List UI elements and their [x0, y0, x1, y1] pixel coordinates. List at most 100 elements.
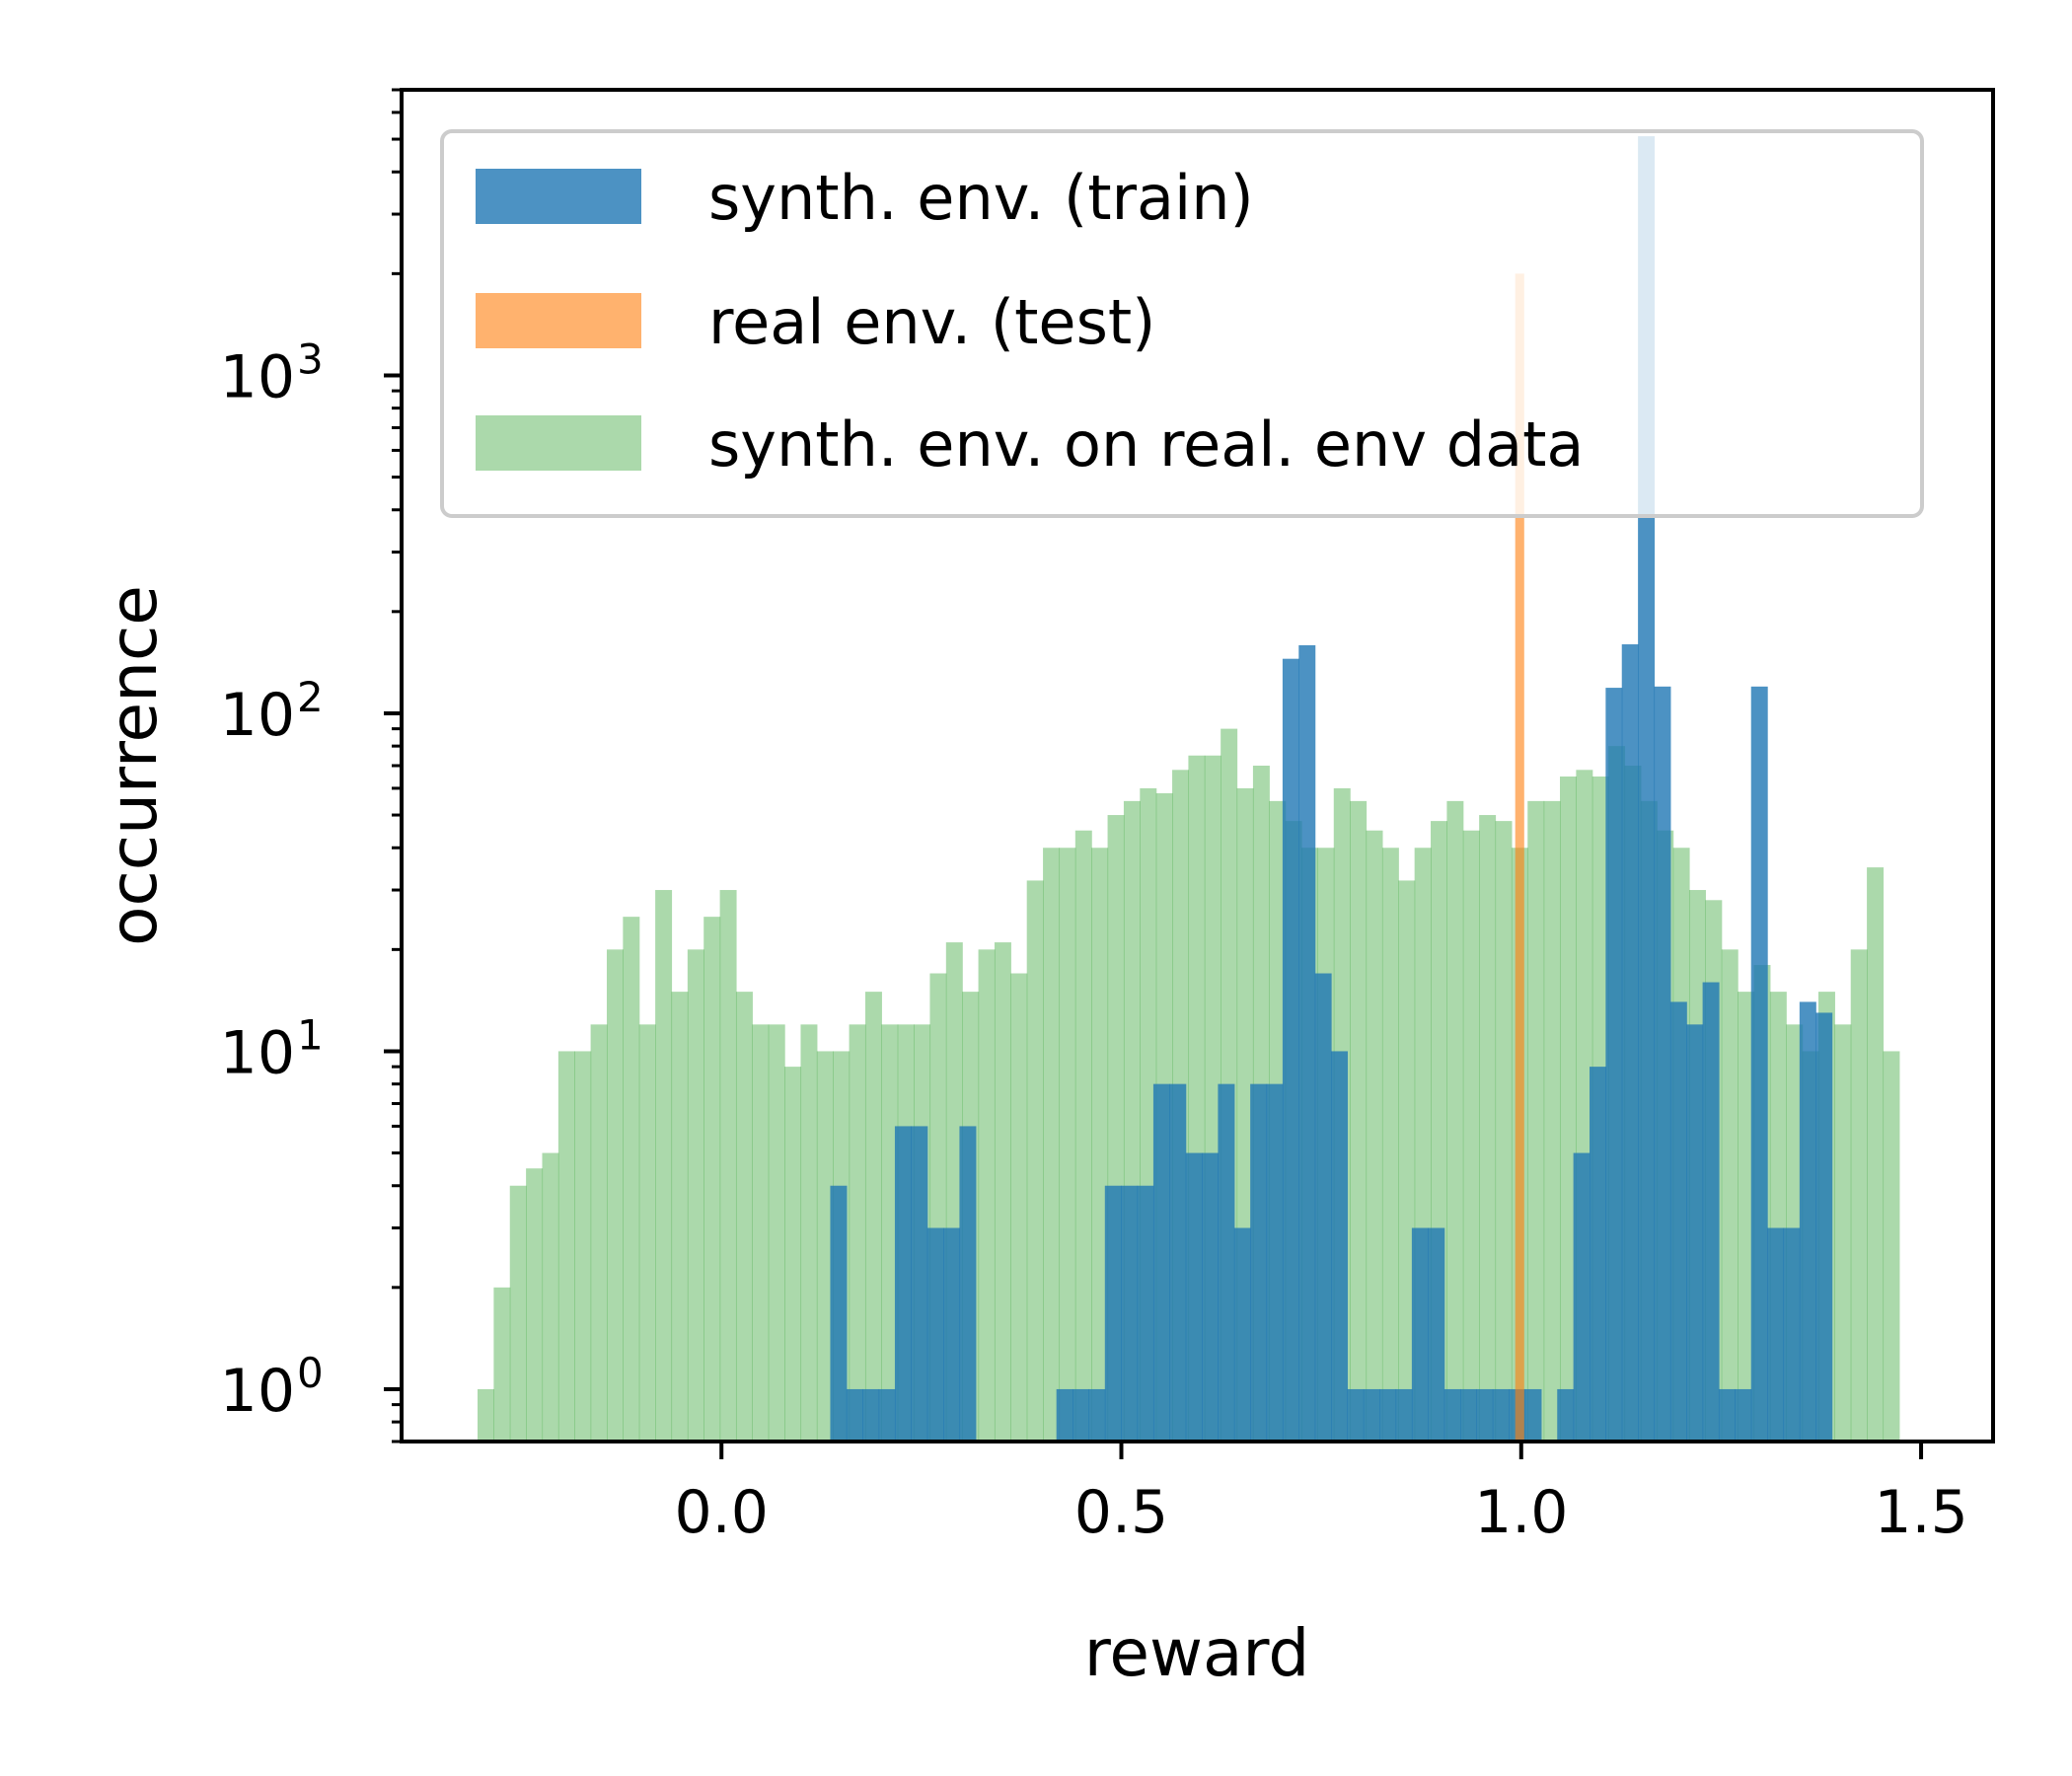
bar-s1-56	[1735, 1388, 1752, 1442]
bar-s1-5	[911, 1126, 928, 1442]
bar-s1-35	[1395, 1388, 1413, 1442]
bar-s1-32	[1347, 1388, 1365, 1442]
bar-s0-35	[1043, 848, 1061, 1442]
bar-s0-55	[1366, 830, 1383, 1442]
bar-s1-34	[1379, 1388, 1397, 1442]
bar-s1-51	[1654, 686, 1671, 1442]
bar-s0-34	[1026, 880, 1044, 1442]
bar-s0-57	[1398, 880, 1416, 1442]
bar-s0-13	[687, 949, 704, 1442]
bar-s0-3	[526, 1168, 544, 1442]
bar-s1-22	[1185, 1152, 1203, 1442]
bar-s1-48	[1605, 688, 1623, 1442]
bar-s0-10	[638, 1024, 656, 1442]
x-tick-label-2: 1.0	[1474, 1478, 1568, 1547]
bar-s0-23	[849, 1024, 866, 1442]
legend-label-test: real env. (test)	[708, 286, 1155, 358]
legend-swatch-train	[476, 169, 641, 224]
bar-s0-0	[478, 1388, 494, 1442]
bar-s1-17	[1104, 1185, 1122, 1442]
bar-s1-0	[830, 1185, 848, 1442]
legend-label-synth-on-real: synth. env. on real. env data	[708, 408, 1584, 481]
bar-s1-20	[1152, 1083, 1170, 1442]
bar-s1-23	[1202, 1152, 1220, 1442]
bar-s0-7	[590, 1024, 608, 1442]
bar-s1-60	[1799, 1001, 1816, 1442]
bar-s1-37	[1428, 1227, 1445, 1442]
bar-s1-39	[1460, 1388, 1477, 1442]
y-tick-label-0: 10	[220, 1357, 295, 1426]
bar-s1-36	[1411, 1227, 1429, 1442]
y-tick-label-1: 10	[220, 1018, 295, 1087]
bar-s0-31	[978, 949, 996, 1442]
bar-s0-62	[1479, 815, 1497, 1442]
bar-s0-1	[493, 1287, 511, 1442]
bar-s0-24	[864, 992, 882, 1442]
y-tick-exp-0: 0	[297, 1349, 324, 1397]
bar-s1-41	[1492, 1388, 1510, 1442]
bar-s0-78	[1738, 992, 1755, 1442]
legend-label-train: synth. env. (train)	[708, 162, 1254, 234]
bar-s1-43	[1524, 1388, 1542, 1442]
bar-s0-32	[994, 942, 1011, 1442]
bar-s1-30	[1314, 973, 1332, 1442]
bar-s1-53	[1686, 1024, 1704, 1442]
bar-s0-66	[1543, 800, 1561, 1442]
y-tick-exp-3: 3	[297, 334, 324, 383]
x-tick-label-0: 0.0	[675, 1478, 769, 1547]
bar-s0-2	[509, 1185, 527, 1442]
bar-s0-77	[1721, 949, 1739, 1442]
bar-s0-8	[606, 949, 624, 1442]
bar-s0-17	[752, 1024, 770, 1442]
bar-s1-14	[1056, 1388, 1073, 1442]
bar-s1-4	[894, 1126, 912, 1442]
bar-s0-4	[542, 1152, 559, 1442]
bar-s1-7	[943, 1227, 961, 1442]
bar-s1-3	[878, 1388, 896, 1442]
bar-s1-54	[1702, 982, 1720, 1442]
bar-s0-15	[719, 890, 737, 1442]
bar-s0-18	[768, 1024, 785, 1442]
bar-s0-60	[1446, 800, 1464, 1442]
bar-s0-84	[1834, 1024, 1852, 1442]
bar-s0-56	[1381, 848, 1399, 1442]
bar-s1-46	[1573, 1152, 1591, 1442]
bar-s1-57	[1750, 686, 1768, 1442]
y-tick-label-3: 10	[220, 342, 295, 411]
bar-s0-65	[1527, 800, 1545, 1442]
bar-s0-9	[623, 917, 640, 1442]
bar-s0-61	[1462, 830, 1480, 1442]
bar-s0-21	[816, 1051, 834, 1442]
bar-s0-19	[784, 1067, 802, 1442]
y-tick-label-2: 10	[220, 681, 295, 750]
bar-s0-36	[1059, 848, 1076, 1442]
bar-s0-38	[1091, 848, 1109, 1442]
bar-s1-59	[1783, 1227, 1801, 1442]
x-axis-label: reward	[1084, 1615, 1310, 1691]
bar-s1-28	[1282, 658, 1299, 1442]
bar-s0-63	[1495, 821, 1513, 1442]
bar-s1-15	[1073, 1388, 1090, 1442]
bar-s1-25	[1233, 1227, 1251, 1442]
bar-s0-16	[735, 992, 753, 1442]
bar-s0-20	[800, 1024, 818, 1442]
bar-s1-19	[1137, 1185, 1154, 1442]
bar-s0-37	[1074, 830, 1092, 1442]
bar-s1-40	[1476, 1388, 1494, 1442]
bar-s1-24	[1218, 1083, 1235, 1442]
bar-s0-87	[1883, 1051, 1900, 1442]
bar-s1-49	[1621, 644, 1639, 1442]
bar-s0-33	[1010, 973, 1028, 1442]
bar-s1-8	[959, 1126, 977, 1442]
bar-s1-18	[1121, 1185, 1139, 1442]
bar-s1-55	[1718, 1388, 1736, 1442]
bar-s1-29	[1298, 644, 1316, 1442]
bar-s1-6	[926, 1227, 944, 1442]
legend-frame	[440, 129, 1924, 518]
bar-s1-31	[1331, 1051, 1348, 1442]
bar-s0-5	[557, 1051, 575, 1442]
bar-s1-61	[1815, 1012, 1833, 1442]
bar-s0-11	[655, 890, 673, 1442]
bar-s0-85	[1850, 949, 1868, 1442]
bar-s0-86	[1867, 867, 1885, 1442]
